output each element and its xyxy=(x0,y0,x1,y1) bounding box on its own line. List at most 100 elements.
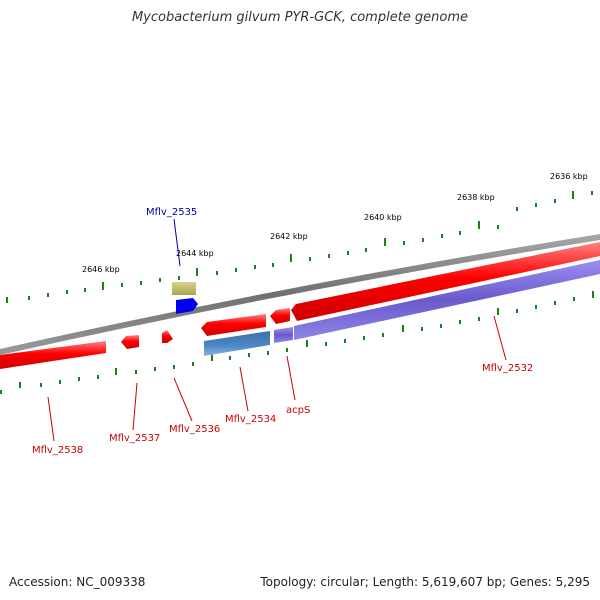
inner-tick xyxy=(192,362,194,366)
inner-tick xyxy=(363,336,365,340)
inner-tick xyxy=(115,368,117,375)
inner-tick xyxy=(478,317,480,321)
gene-acps-reverse[interactable] xyxy=(274,327,293,343)
gene-mflv2535[interactable] xyxy=(176,298,198,314)
outer-tick xyxy=(66,290,68,294)
outer-tick xyxy=(441,234,443,238)
genome-backbone xyxy=(0,234,600,355)
scale-label-2644: 2644 kbp xyxy=(176,249,214,258)
gene-mflv2537[interactable] xyxy=(121,335,139,349)
gene-mflv2534-forward[interactable] xyxy=(201,314,266,336)
inner-tick xyxy=(592,291,594,298)
scale-label-2642: 2642 kbp xyxy=(270,232,308,241)
outer-tick xyxy=(254,265,256,269)
outer-tick xyxy=(121,283,123,287)
outer-tick xyxy=(178,276,180,280)
inner-tick xyxy=(19,382,21,388)
inner-tick xyxy=(325,342,327,346)
inner-tick xyxy=(421,327,423,331)
inner-tick xyxy=(173,365,175,369)
outer-tick xyxy=(216,271,218,275)
inner-tick xyxy=(40,383,42,387)
scale-labels: 2646 kbp 2644 kbp 2642 kbp 2640 kbp 2638… xyxy=(82,172,588,274)
map-title: Mycobacterium gilvum PYR-GCK, complete g… xyxy=(131,10,469,25)
leader-acps xyxy=(286,355,296,401)
outer-tick xyxy=(6,297,8,303)
inner-tick xyxy=(573,297,575,301)
inner-tick xyxy=(306,340,308,347)
label-acps[interactable]: acpS xyxy=(286,405,310,416)
gene-olive-block[interactable] xyxy=(172,282,196,295)
inner-tick xyxy=(516,309,518,313)
inner-tick xyxy=(535,305,537,309)
outer-tick xyxy=(47,293,49,297)
outer-tick xyxy=(591,191,593,195)
outer-tick xyxy=(478,221,480,229)
inner-tick xyxy=(78,377,80,381)
gene-mflv2532[interactable] xyxy=(291,242,600,321)
label-mflv2537[interactable]: Mflv_2537 xyxy=(109,433,160,444)
gene-acps[interactable] xyxy=(270,308,290,324)
outer-tick-ring xyxy=(6,191,593,303)
outer-tick xyxy=(140,281,142,285)
label-mflv2534[interactable]: Mflv_2534 xyxy=(225,414,276,425)
outer-tick xyxy=(309,257,311,261)
leader-mflv2536 xyxy=(173,377,193,422)
outer-tick xyxy=(459,231,461,235)
inner-tick xyxy=(459,320,461,324)
leader-mflv2535 xyxy=(173,218,181,267)
outer-small-genes xyxy=(172,282,198,314)
outer-tick xyxy=(572,191,574,199)
outer-tick xyxy=(384,238,386,246)
leader-mflv2538 xyxy=(47,396,55,442)
gene-mflv2532-reverse[interactable] xyxy=(294,260,600,340)
outer-tick xyxy=(102,282,104,290)
outer-tick xyxy=(235,268,237,272)
outer-tick xyxy=(347,251,349,255)
inner-tick xyxy=(267,351,269,355)
scale-label-2636: 2636 kbp xyxy=(550,172,588,181)
label-mflv2532[interactable]: Mflv_2532 xyxy=(482,363,533,374)
inner-tick xyxy=(211,354,213,361)
leader-mflv2532 xyxy=(493,315,507,361)
outer-tick xyxy=(328,254,330,258)
label-mflv2538[interactable]: Mflv_2538 xyxy=(32,445,83,456)
outer-tick xyxy=(28,296,30,300)
outer-tick xyxy=(159,278,161,282)
inner-tick xyxy=(382,333,384,337)
outer-tick xyxy=(365,248,367,252)
outer-tick xyxy=(196,268,198,276)
inner-tick xyxy=(229,356,231,360)
gene-labels: Mflv_2535 Mflv_2538 Mflv_2537 Mflv_2536 … xyxy=(32,207,533,456)
outer-tick xyxy=(272,263,274,267)
leader-mflv2537 xyxy=(132,382,138,431)
inner-tick xyxy=(497,308,499,315)
outer-tick xyxy=(422,238,424,242)
gene-mflv2536[interactable] xyxy=(162,330,173,343)
accession-label: Accession: NC_009338 xyxy=(9,575,146,589)
label-leaders xyxy=(47,218,507,442)
inner-tick xyxy=(154,367,156,371)
label-mflv2536[interactable]: Mflv_2536 xyxy=(169,424,220,435)
inner-tick xyxy=(0,390,2,394)
inner-tick xyxy=(248,353,250,357)
inner-tick xyxy=(554,301,556,305)
genome-summary: Topology: circular; Length: 5,619,607 bp… xyxy=(260,575,590,589)
gene-mflv2538[interactable] xyxy=(0,341,106,369)
inner-tick xyxy=(344,339,346,343)
gene-mflv2534-reverse[interactable] xyxy=(204,331,270,356)
leader-mflv2534 xyxy=(239,366,249,412)
label-mflv2535[interactable]: Mflv_2535 xyxy=(146,207,197,218)
inner-tick xyxy=(440,324,442,328)
outer-tick xyxy=(535,203,537,207)
inner-tick xyxy=(135,370,137,374)
scale-label-2646: 2646 kbp xyxy=(82,265,120,274)
inner-tick-ring xyxy=(0,291,594,394)
outer-tick xyxy=(516,207,518,211)
forward-strand-genes xyxy=(0,242,600,369)
outer-tick xyxy=(403,241,405,245)
inner-tick xyxy=(59,380,61,384)
inner-tick xyxy=(286,348,288,352)
